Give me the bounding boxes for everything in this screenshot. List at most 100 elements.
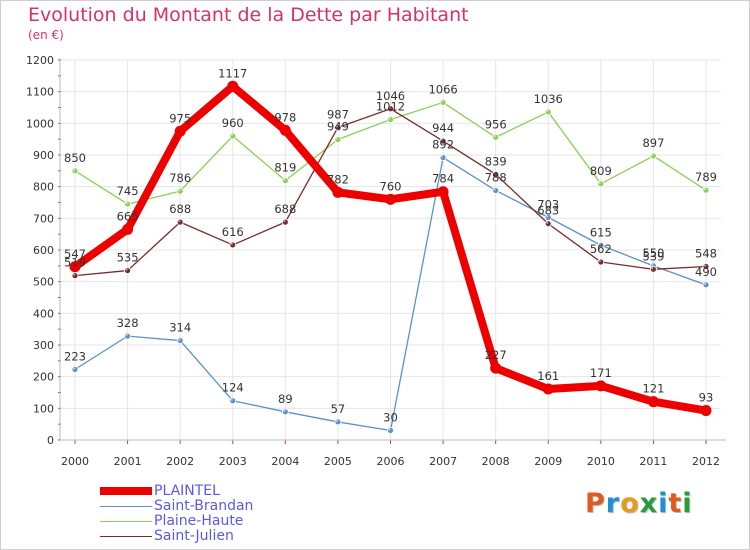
y-tick-label: 800 xyxy=(33,181,54,194)
data-point-highlight xyxy=(388,428,391,431)
data-label: 548 xyxy=(695,246,717,260)
data-point xyxy=(279,124,291,136)
data-point-highlight xyxy=(283,220,286,223)
data-label: 93 xyxy=(699,391,714,405)
data-label: 987 xyxy=(327,107,349,121)
data-point-highlight xyxy=(335,419,338,422)
data-point xyxy=(439,154,447,161)
data-label: 519 xyxy=(64,256,86,270)
data-label: 839 xyxy=(485,154,507,168)
data-point xyxy=(650,152,657,160)
data-point-highlight xyxy=(125,268,128,271)
data-label: 124 xyxy=(222,381,244,395)
data-label: 490 xyxy=(695,265,717,279)
data-point-highlight xyxy=(230,134,233,136)
data-label: 760 xyxy=(380,179,402,193)
data-point-highlight xyxy=(493,188,496,191)
data-point xyxy=(647,396,659,408)
proxiti-logo: Proxiti xyxy=(585,488,693,519)
data-point-highlight xyxy=(125,202,128,205)
y-tick-label: 600 xyxy=(33,244,54,257)
data-label: 615 xyxy=(590,225,612,239)
data-label: 703 xyxy=(537,197,559,211)
y-tick-label: 200 xyxy=(33,371,54,384)
x-tick-label: 2000 xyxy=(61,455,89,468)
data-label: 171 xyxy=(590,366,612,380)
x-tick-label: 2010 xyxy=(587,455,615,468)
data-point-highlight xyxy=(178,338,181,341)
legend-label-plaintel: PLAINTEL xyxy=(154,483,220,499)
data-point xyxy=(490,362,502,374)
data-point-highlight xyxy=(651,263,654,266)
x-tick-label: 2007 xyxy=(429,455,457,468)
data-label: 1012 xyxy=(376,100,405,114)
data-point-highlight xyxy=(546,109,549,112)
data-label: 1046 xyxy=(376,89,405,103)
data-label: 665 xyxy=(117,209,139,223)
y-tick-label: 100 xyxy=(33,402,54,415)
data-label: 227 xyxy=(485,348,507,362)
data-point xyxy=(176,337,184,344)
data-point xyxy=(229,397,237,405)
data-label: 956 xyxy=(485,117,507,131)
data-label: 850 xyxy=(64,151,86,165)
data-point-highlight xyxy=(73,273,75,276)
data-label: 949 xyxy=(327,119,349,133)
data-point xyxy=(544,108,552,116)
data-label: 616 xyxy=(222,225,244,239)
data-point xyxy=(71,167,79,175)
data-point xyxy=(71,272,79,280)
data-label: 960 xyxy=(222,116,244,130)
data-point xyxy=(124,200,131,208)
data-label: 547 xyxy=(64,247,86,261)
x-tick-label: 2012 xyxy=(692,455,720,468)
data-point xyxy=(595,380,607,392)
data-point xyxy=(334,418,342,426)
data-point xyxy=(176,218,184,226)
data-point xyxy=(176,187,184,195)
y-tick-label: 1100 xyxy=(26,86,54,99)
x-tick-label: 2008 xyxy=(482,455,510,468)
data-point xyxy=(650,265,657,273)
data-label: 1117 xyxy=(218,66,247,80)
data-point-highlight xyxy=(283,409,286,412)
data-point xyxy=(332,186,344,198)
data-label: 819 xyxy=(274,161,296,175)
x-tick-label: 2003 xyxy=(219,455,247,468)
x-tick-label: 2002 xyxy=(166,455,194,468)
data-label: 562 xyxy=(590,242,612,256)
data-point xyxy=(492,133,500,141)
y-tick-label: 900 xyxy=(33,149,54,162)
data-point xyxy=(437,186,449,198)
x-tick-label: 2006 xyxy=(377,455,405,468)
data-label: 892 xyxy=(432,138,454,152)
data-point-highlight xyxy=(335,125,338,128)
data-point-highlight xyxy=(651,267,654,270)
data-point xyxy=(544,220,552,228)
y-tick-label: 300 xyxy=(33,339,54,352)
data-point xyxy=(334,136,342,143)
legend-swatch-plaine-haute xyxy=(100,521,152,522)
y-tick-label: 0 xyxy=(47,434,54,447)
logo-letter: r xyxy=(605,488,621,519)
y-tick-label: 700 xyxy=(33,212,54,225)
data-point-highlight xyxy=(704,264,706,267)
data-label: 809 xyxy=(590,164,612,178)
data-point-highlight xyxy=(493,172,496,175)
y-tick-label: 1000 xyxy=(26,117,54,130)
legend-swatch-saint-brandan xyxy=(100,506,152,507)
data-point-highlight xyxy=(230,398,233,401)
data-point-highlight xyxy=(388,106,391,109)
legend-swatch-plaintel xyxy=(100,487,152,495)
data-point-highlight xyxy=(598,181,601,184)
logo-letter: P xyxy=(585,488,606,519)
data-point xyxy=(227,80,239,92)
data-point-highlight xyxy=(178,220,181,223)
data-point-highlight xyxy=(73,367,75,370)
x-tick-label: 2011 xyxy=(639,455,667,468)
data-label: 1066 xyxy=(428,82,457,96)
data-point xyxy=(122,223,134,235)
data-label: 550 xyxy=(642,246,664,260)
data-label: 788 xyxy=(485,170,507,184)
